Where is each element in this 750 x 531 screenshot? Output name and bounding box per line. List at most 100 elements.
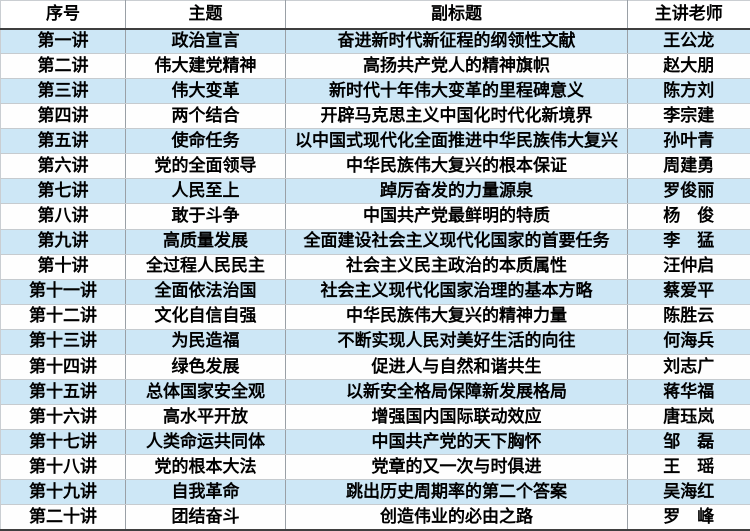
cell-subtitle: 奋进新时代新征程的纲领性文献 [285, 28, 628, 55]
cell-subtitle: 踔厉奋发的力量源泉 [285, 178, 628, 205]
cell-subtitle: 以新安全格局保障新发展格局 [285, 379, 628, 405]
cell-lecturer: 李宗建 [627, 103, 750, 130]
cell-no: 第二十讲 [0, 504, 126, 531]
cell-theme: 伟大变革 [125, 78, 286, 105]
table-header: 序号 主题 副标题 主讲老师 [0, 0, 750, 30]
cell-no: 第十二讲 [0, 304, 126, 330]
cell-no: 第十八讲 [0, 454, 126, 481]
cell-theme: 敢于斗争 [125, 203, 286, 230]
table-body: 第一讲 政治宣言 奋进新时代新征程的纲领性文献 王公龙 第二讲 伟大建党精神 高扬共产党人的… [0, 28, 750, 531]
cell-lecturer: 吴海红 [627, 479, 750, 506]
cell-lecturer: 蒋华福 [627, 379, 750, 405]
table-row: 第六讲 党的全面领导 中华民族伟大复兴的根本保证 周建勇 [0, 153, 750, 180]
table-row: 第十五讲 总体国家安全观 以新安全格局保障新发展格局 蒋华福 [0, 379, 750, 405]
cell-theme: 政治宣言 [125, 28, 286, 55]
cell-theme: 使命任务 [125, 128, 286, 155]
cell-no: 第十三讲 [0, 329, 126, 355]
cell-theme: 党的根本大法 [125, 454, 286, 481]
column-header-lecturer: 主讲老师 [627, 0, 750, 30]
cell-theme: 人类命运共同体 [125, 429, 286, 456]
header-row: 序号 主题 副标题 主讲老师 [0, 0, 750, 30]
cell-subtitle: 高扬共产党人的精神旗帜 [285, 53, 628, 80]
table-row: 第九讲 高质量发展 全面建设社会主义现代化国家的首要任务李 猛 [0, 229, 750, 255]
cell-no: 第十五讲 [0, 379, 126, 405]
cell-subtitle: 增强国内国际联动效应 [285, 404, 628, 431]
table-row: 第二十讲 团结奋斗 创造伟业的必由之路罗 峰 [0, 504, 750, 531]
cell-no: 第十六讲 [0, 404, 126, 431]
cell-lecturer: 赵大朋 [627, 53, 750, 80]
cell-lecturer: 李 猛 [627, 229, 750, 255]
column-header-no: 序号 [0, 0, 126, 30]
cell-no: 第九讲 [0, 229, 126, 255]
cell-lecturer: 陈方刘 [627, 78, 750, 105]
cell-lecturer: 罗 峰 [627, 504, 750, 531]
table-row: 第五讲 使命任务 以中国式现代化全面推进中华民族伟大复兴 孙叶青 [0, 128, 750, 155]
cell-no: 第十四讲 [0, 354, 126, 380]
cell-no: 第八讲 [0, 203, 126, 230]
cell-lecturer: 王公龙 [627, 28, 750, 55]
column-header-subtitle: 副标题 [285, 0, 628, 30]
cell-no: 第三讲 [0, 78, 126, 105]
table-row: 第十三讲 为民造福 不断实现人民对美好生活的向往 何海兵 [0, 329, 750, 355]
cell-theme: 人民至上 [125, 178, 286, 205]
cell-subtitle: 跳出历史周期率的第二个答案 [285, 479, 628, 506]
table-row: 第十二讲 文化自信自强 中华民族伟大复兴的精神力量 陈胜云 [0, 304, 750, 330]
cell-subtitle: 中国共产党的天下胸怀 [285, 429, 628, 456]
table-row: 第二讲 伟大建党精神 高扬共产党人的精神旗帜 赵大朋 [0, 53, 750, 80]
cell-theme: 伟大建党精神 [125, 53, 286, 80]
cell-lecturer: 何海兵 [627, 329, 750, 355]
table-row: 第一讲 政治宣言 奋进新时代新征程的纲领性文献 王公龙 [0, 28, 750, 55]
table-row: 第三讲 伟大变革 新时代十年伟大变革的里程碑意义 陈方刘 [0, 78, 750, 105]
cell-theme: 总体国家安全观 [125, 379, 286, 405]
table-row: 第十六讲 高水平开放 增强国内国际联动效应 唐珏岚 [0, 404, 750, 431]
cell-theme: 全面依法治国 [125, 279, 286, 305]
cell-lecturer: 罗俊丽 [627, 178, 750, 205]
table-row: 第十四讲 绿色发展 促进人与自然和谐共生 刘志广 [0, 354, 750, 380]
table-row: 第四讲 两个结合 开辟马克思主义中国化时代化新境界 李宗建 [0, 103, 750, 130]
cell-no: 第七讲 [0, 178, 126, 205]
cell-subtitle: 中华民族伟大复兴的根本保证 [285, 153, 628, 180]
cell-theme: 自我革命 [125, 479, 286, 506]
cell-subtitle: 全面建设社会主义现代化国家的首要任务 [285, 229, 628, 255]
cell-no: 第五讲 [0, 128, 126, 155]
cell-subtitle: 不断实现人民对美好生活的向往 [285, 329, 628, 355]
cell-theme: 绿色发展 [125, 354, 286, 380]
cell-theme: 文化自信自强 [125, 304, 286, 330]
table-row: 第十九讲 自我革命 跳出历史周期率的第二个答案 吴海红 [0, 479, 750, 506]
cell-lecturer: 唐珏岚 [627, 404, 750, 431]
cell-no: 第十九讲 [0, 479, 126, 506]
cell-theme: 全过程人民民主 [125, 254, 286, 280]
cell-lecturer: 汪仲启 [627, 254, 750, 280]
column-header-theme: 主题 [125, 0, 286, 30]
cell-lecturer: 刘志广 [627, 354, 750, 380]
cell-lecturer: 杨 俊 [627, 203, 750, 230]
table-row: 第十一讲 全面依法治国 社会主义现代化国家治理的基本方略 蔡爱平 [0, 279, 750, 305]
cell-subtitle: 中国共产党最鲜明的特质 [285, 203, 628, 230]
cell-no: 第十讲 [0, 254, 126, 280]
cell-subtitle: 中华民族伟大复兴的精神力量 [285, 304, 628, 330]
cell-no: 第四讲 [0, 103, 126, 130]
table-row: 第八讲 敢于斗争 中国共产党最鲜明的特质杨 俊 [0, 203, 750, 230]
cell-subtitle: 促进人与自然和谐共生 [285, 354, 628, 380]
cell-no: 第一讲 [0, 28, 126, 55]
cell-subtitle: 新时代十年伟大变革的里程碑意义 [285, 78, 628, 105]
cell-theme: 高水平开放 [125, 404, 286, 431]
cell-subtitle: 社会主义现代化国家治理的基本方略 [285, 279, 628, 305]
table-row: 第十七讲 人类命运共同体 中国共产党的天下胸怀邹 磊 [0, 429, 750, 456]
cell-theme: 高质量发展 [125, 229, 286, 255]
cell-no: 第十七讲 [0, 429, 126, 456]
table-row: 第十八讲 党的根本大法 党章的又一次与时俱进王 瑶 [0, 454, 750, 481]
cell-theme: 党的全面领导 [125, 153, 286, 180]
cell-lecturer: 陈胜云 [627, 304, 750, 330]
cell-subtitle: 党章的又一次与时俱进 [285, 454, 628, 481]
cell-theme: 为民造福 [125, 329, 286, 355]
cell-subtitle: 开辟马克思主义中国化时代化新境界 [285, 103, 628, 130]
cell-no: 第六讲 [0, 153, 126, 180]
cell-lecturer: 孙叶青 [627, 128, 750, 155]
cell-no: 第二讲 [0, 53, 126, 80]
cell-subtitle: 以中国式现代化全面推进中华民族伟大复兴 [285, 128, 628, 155]
cell-lecturer: 周建勇 [627, 153, 750, 180]
cell-lecturer: 邹 磊 [627, 429, 750, 456]
table-row: 第十讲 全过程人民民主 社会主义民主政治的本质属性 汪仲启 [0, 254, 750, 280]
